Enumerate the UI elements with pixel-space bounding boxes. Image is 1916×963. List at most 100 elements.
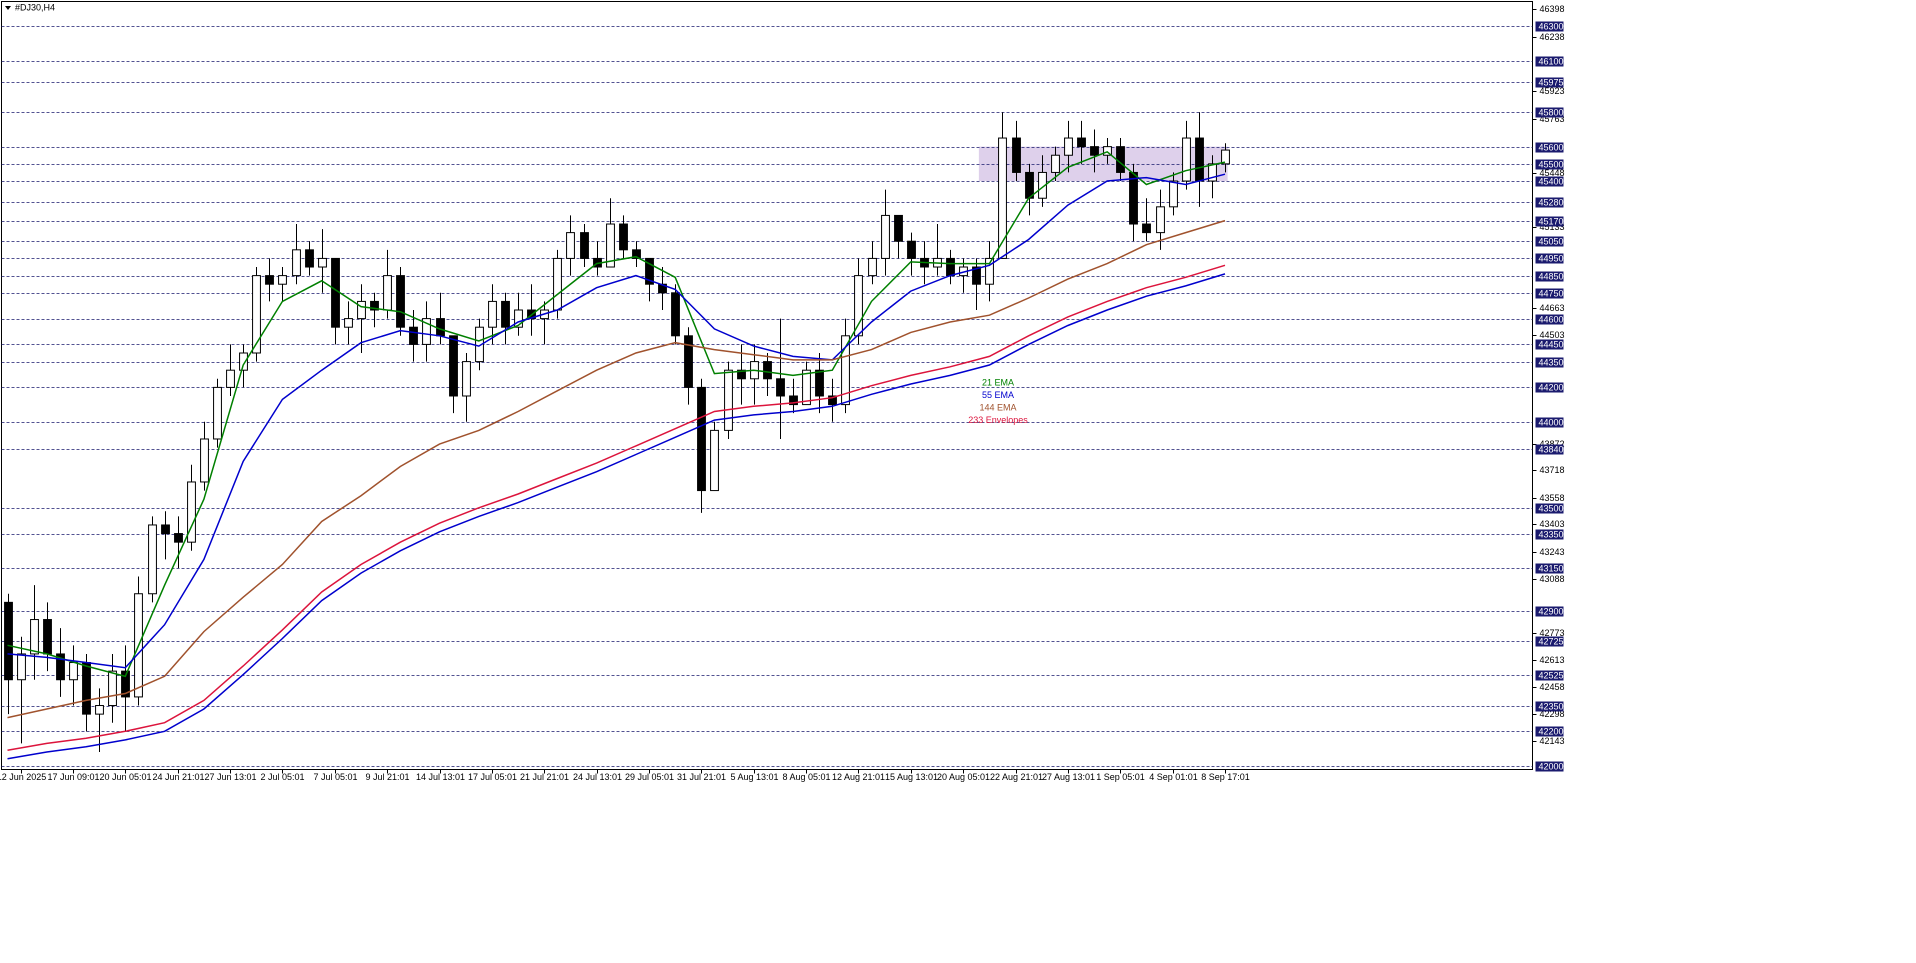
level-label-box bbox=[1535, 21, 1564, 32]
candle-body bbox=[200, 438, 209, 483]
x-tick-label: 8 Sep 17:01 bbox=[1201, 772, 1250, 782]
candle-body bbox=[475, 326, 484, 363]
level-label-box bbox=[1535, 159, 1564, 170]
candle-body bbox=[187, 481, 196, 543]
menu-arrow[interactable] bbox=[5, 6, 11, 10]
candle-body bbox=[357, 300, 366, 320]
y-tick-label: 45448 bbox=[1540, 168, 1565, 178]
candle-body bbox=[148, 524, 157, 595]
candle-body bbox=[488, 300, 497, 328]
x-tick-label: 14 Jul 13:01 bbox=[416, 772, 465, 782]
level-label: 44200 bbox=[1539, 382, 1564, 392]
chart-title: #DJ30,H4 bbox=[15, 2, 55, 12]
candle-body bbox=[1077, 137, 1086, 148]
candle-body bbox=[82, 662, 91, 715]
candle-body bbox=[1195, 137, 1204, 182]
level-label-box bbox=[1535, 56, 1564, 67]
x-tick-label: 24 Jun 21:01 bbox=[152, 772, 204, 782]
y-tick-label: 46238 bbox=[1540, 32, 1565, 42]
candle-body bbox=[252, 275, 261, 354]
level-label: 45170 bbox=[1539, 216, 1564, 226]
level-label-box bbox=[1535, 176, 1564, 187]
y-tick-label: 42773 bbox=[1540, 628, 1565, 638]
candle-body bbox=[1221, 149, 1230, 165]
level-label-box bbox=[1535, 107, 1564, 118]
candle-body bbox=[331, 257, 340, 328]
candle-body bbox=[868, 257, 877, 277]
y-tick-label: 43718 bbox=[1540, 465, 1565, 475]
candle-body bbox=[30, 619, 39, 655]
candle-body bbox=[972, 266, 981, 285]
indicator-line bbox=[7, 264, 1226, 751]
candle-body bbox=[1156, 206, 1165, 234]
level-label: 43150 bbox=[1539, 563, 1564, 573]
candle-body bbox=[17, 653, 26, 681]
candle-body bbox=[776, 378, 785, 397]
candle-body bbox=[763, 361, 772, 380]
x-tick-label: 2 Jul 05:01 bbox=[260, 772, 304, 782]
x-tick-label: 20 Aug 05:01 bbox=[937, 772, 990, 782]
level-label-box bbox=[1535, 503, 1564, 514]
level-label-box bbox=[1535, 357, 1564, 368]
candle-body bbox=[724, 369, 733, 431]
x-tick-label: 12 Aug 21:01 bbox=[832, 772, 885, 782]
x-tick-label: 8 Aug 05:01 bbox=[782, 772, 830, 782]
candle-body bbox=[671, 292, 680, 337]
y-tick-label: 43243 bbox=[1540, 547, 1565, 557]
level-label-box bbox=[1535, 382, 1564, 393]
level-label-box bbox=[1535, 636, 1564, 647]
candle-body bbox=[566, 232, 575, 259]
candle-body bbox=[305, 249, 314, 268]
candle-body bbox=[802, 369, 811, 406]
level-label: 44950 bbox=[1539, 253, 1564, 263]
level-label-box bbox=[1535, 77, 1564, 88]
x-tick-label: 4 Sep 01:01 bbox=[1149, 772, 1198, 782]
candle-body bbox=[946, 257, 955, 277]
x-tick-label: 15 Aug 13:01 bbox=[885, 772, 938, 782]
candle-body bbox=[619, 223, 628, 251]
candle-body bbox=[1169, 180, 1178, 208]
candle-body bbox=[422, 318, 431, 345]
candle-body bbox=[501, 300, 510, 328]
level-label-box bbox=[1535, 339, 1564, 350]
candle-body bbox=[318, 257, 327, 268]
level-label-box bbox=[1535, 606, 1564, 617]
level-label-box bbox=[1535, 670, 1564, 681]
x-tick-label: 29 Jul 05:01 bbox=[625, 772, 674, 782]
candle-body bbox=[370, 300, 379, 311]
x-tick-label: 12 Jun 2025 bbox=[0, 772, 46, 782]
level-label: 45500 bbox=[1539, 159, 1564, 169]
candle-body bbox=[985, 257, 994, 285]
level-label: 45800 bbox=[1539, 107, 1564, 117]
candle-body bbox=[161, 524, 170, 535]
y-tick-label: 44663 bbox=[1540, 303, 1565, 313]
candle-body bbox=[1012, 137, 1021, 173]
level-label: 44750 bbox=[1539, 288, 1564, 298]
candle-body bbox=[69, 662, 78, 681]
candle-body bbox=[1116, 146, 1125, 173]
y-tick-label: 45923 bbox=[1540, 86, 1565, 96]
x-tick-label: 21 Jul 21:01 bbox=[520, 772, 569, 782]
candle-body bbox=[462, 361, 471, 397]
candle-body bbox=[213, 386, 222, 440]
level-label: 45975 bbox=[1539, 77, 1564, 87]
candle-body bbox=[95, 705, 104, 715]
candle-body bbox=[894, 214, 903, 242]
indicator-label: 21 EMA bbox=[982, 377, 1014, 387]
indicator-line bbox=[7, 273, 1226, 760]
level-label-box bbox=[1535, 444, 1564, 455]
candle-body bbox=[737, 369, 746, 380]
candle-body bbox=[1090, 146, 1099, 156]
level-label-box bbox=[1535, 253, 1564, 264]
level-label: 43500 bbox=[1539, 503, 1564, 513]
candle-body bbox=[514, 309, 523, 328]
level-label-box bbox=[1535, 563, 1564, 574]
candle-body bbox=[881, 214, 890, 259]
candle-body bbox=[1103, 146, 1112, 156]
x-tick-label: 22 Aug 21:01 bbox=[990, 772, 1043, 782]
y-tick-label: 42458 bbox=[1540, 682, 1565, 692]
candle-body bbox=[449, 335, 458, 397]
level-label: 46100 bbox=[1539, 56, 1564, 66]
